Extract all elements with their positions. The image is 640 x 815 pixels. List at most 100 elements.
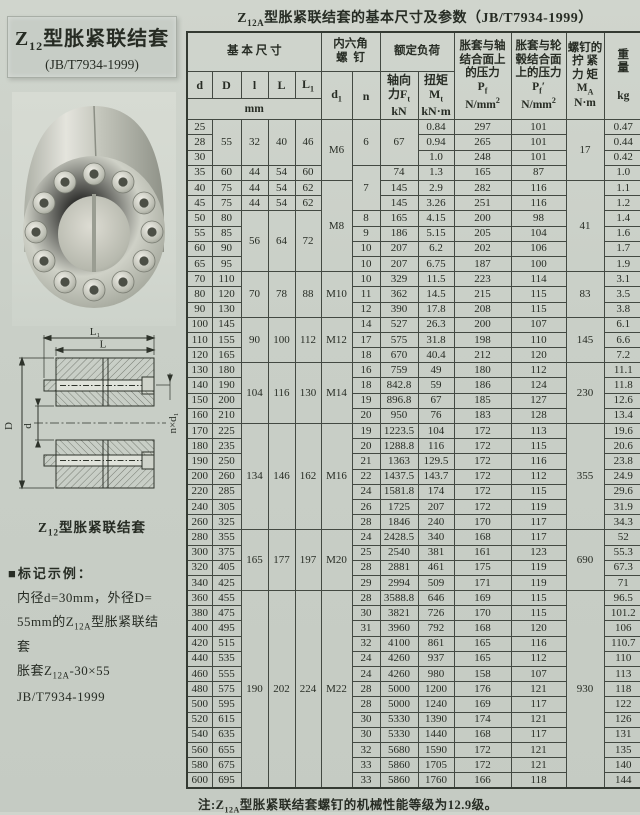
table-cell: 130 [186, 362, 213, 379]
table-cell: 17 [351, 331, 381, 349]
marking-heading: ■标记示例： [8, 566, 93, 581]
table-cell: 360 [186, 590, 213, 607]
marking-line: 套 [17, 639, 31, 655]
table-cell: 297 [453, 119, 512, 136]
dim-label-d: d [22, 423, 34, 429]
table-cell: 174 [453, 711, 512, 728]
table-cell: 500 [186, 696, 213, 713]
table-cell: 121 [510, 741, 567, 759]
dim-label-nxd1: n×d₁ [167, 412, 179, 433]
table-cell: 7.2 [603, 347, 640, 364]
table-cell: 44 [240, 164, 269, 182]
table-cell: 101.2 [603, 605, 640, 622]
table-cell: 198 [453, 331, 512, 349]
table-row: 120 165 18 670 40.4 212 120 7.2 [186, 347, 640, 364]
table-cell: 59 [417, 377, 455, 394]
table-cell: 1846 [379, 514, 419, 531]
table-row: 25 55 32 40 46 M6 6 67 0.84 297 101 17 0.47 [186, 119, 640, 182]
table-cell: 121 [510, 757, 567, 774]
spec-table-header: 基 本 尺 寸 内六角螺 钉 额定负荷 胀套与轴 结合面上 的压力 Pf N/mm2 胀… [186, 31, 640, 121]
header-basic-dims: 基 本 尺 寸 [186, 31, 322, 73]
table-cell: 172 [453, 498, 512, 516]
table-cell: 575 [379, 331, 419, 349]
table-cell: 1437.5 [379, 468, 419, 485]
table-cell: 265 [453, 134, 512, 151]
table-cell: 33 [351, 772, 381, 789]
table-cell: 675 [211, 757, 242, 774]
table-cell: 26.3 [417, 316, 455, 333]
table-cell: 30 [351, 711, 381, 728]
table-cell: 1.9 [603, 255, 640, 273]
table-cell: 155 [211, 331, 242, 349]
header-tightening-torque: 螺钉的拧 紧力 矩 MA N·m [565, 31, 605, 121]
table-cell: 1705 [417, 757, 455, 774]
table-cell: 87 [510, 164, 567, 182]
table-row: 540 635 30 5330 1440 168 117 131 [186, 726, 640, 743]
table-cell: 183 [453, 407, 512, 425]
table-cell: 54 [267, 180, 296, 197]
table-cell: 55 [186, 225, 213, 242]
table-cell: M8 [320, 180, 353, 273]
table-cell: 11 [351, 286, 381, 303]
table-cell: 540 [186, 726, 213, 743]
table-row: 110 155 17 575 31.8 198 110 6.6 [186, 331, 640, 349]
table-cell: 3.1 [603, 271, 640, 288]
table-cell: 115 [510, 438, 567, 455]
table-cell: 21 [351, 453, 381, 470]
table-cell: 90 [211, 240, 242, 257]
table-cell: 190 [240, 590, 269, 789]
table-cell: 260 [211, 468, 242, 485]
table-cell: 41 [565, 180, 605, 273]
table-row: 170 225 134 146 162 M16 19 1223.5 104 172 113 355 19… [186, 423, 640, 531]
table-cell: 1240 [417, 696, 455, 713]
table-cell: 24 [351, 529, 381, 546]
table-cell: 5.15 [417, 225, 455, 242]
table-cell: M14 [320, 362, 353, 425]
product-title: Z12型胀紧联结套 [14, 27, 170, 53]
spec-table: 基 本 尺 寸 内六角螺 钉 额定负荷 胀套与轴 结合面上 的压力 Pf N/mm2 胀… [186, 30, 640, 790]
table-cell: 16 [351, 362, 381, 379]
table-cell: 76 [417, 407, 455, 425]
table-cell: 8 [351, 210, 381, 227]
table-cell: 9 [351, 225, 381, 242]
table-cell: 0.42 [603, 149, 640, 166]
table-cell: 90 [240, 316, 269, 364]
table-cell: 115 [510, 301, 567, 318]
table-cell: 19 [351, 392, 381, 409]
table-cell: 113 [603, 666, 640, 683]
header-col-L: L [267, 71, 296, 100]
technical-drawing: L₁ L D d n×d₁ [3, 326, 182, 518]
dim-label-L: L [100, 339, 107, 351]
table-row: 200 260 22 1437.5 143.7 172 112 24.9 [186, 468, 640, 485]
left-panel: Z12型胀紧联结套 (JB/T7934-1999) [0, 0, 184, 812]
table-cell: 896.8 [379, 392, 419, 409]
table-cell: 70 [186, 271, 213, 288]
table-cell: 5000 [379, 681, 419, 698]
table-cell: 28 [351, 696, 381, 713]
table-cell: 240 [417, 514, 455, 531]
table-cell: 88 [294, 271, 322, 318]
table-cell: 44 [240, 195, 269, 212]
table-title: Z12A型胀紧联结套的基本尺寸及参数（JB/T7934-1999） [237, 11, 593, 28]
table-cell: 4260 [379, 650, 419, 668]
table-cell: 3960 [379, 620, 419, 637]
table-cell: 28 [351, 590, 381, 607]
table-cell: 1.4 [603, 210, 640, 227]
table-cell: 106 [603, 620, 640, 637]
table-cell: 22 [351, 468, 381, 485]
table-cell: 150 [186, 392, 213, 409]
table-cell: 28 [351, 681, 381, 698]
table-cell: 140 [603, 757, 640, 774]
table-cell: 54 [267, 195, 296, 212]
table-cell: 161 [453, 544, 512, 561]
table-cell: 31.8 [417, 331, 455, 349]
table-cell: 60 [211, 164, 242, 182]
table-cell: 165 [240, 529, 269, 592]
table-cell: 6 [351, 119, 381, 166]
table-row: 600 695 33 5860 1760 166 118 144 [186, 772, 640, 789]
table-cell: 4.15 [417, 210, 455, 227]
table-cell: 135 [603, 741, 640, 759]
table-cell: 129.5 [417, 453, 455, 470]
table-cell: 31.9 [603, 498, 640, 516]
